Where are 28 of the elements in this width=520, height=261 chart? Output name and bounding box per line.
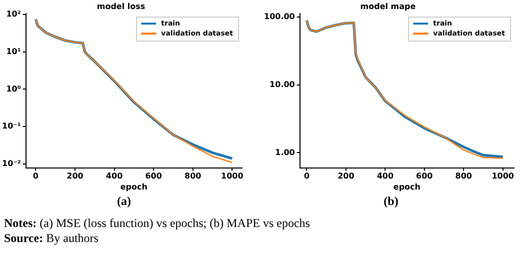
- x-tick-label: 1000: [492, 172, 514, 181]
- x-axis-title: epoch: [393, 182, 421, 192]
- x-tick-label: 1000: [221, 172, 244, 181]
- y-tick-label: 10.00: [270, 80, 296, 89]
- x-tick-label: 0: [32, 172, 39, 181]
- x-tick-label: 600: [145, 172, 162, 181]
- y-tick-label: 1.00: [275, 148, 296, 157]
- chart-title: model mape: [360, 2, 416, 11]
- source-note: Source: By authors: [4, 231, 98, 246]
- y-tick-label: 10²: [6, 9, 22, 18]
- x-tick-label: 400: [106, 172, 124, 181]
- text: (a): [116, 194, 132, 209]
- chart-title: model loss: [96, 2, 146, 11]
- y-tick-label: 100.00: [264, 12, 296, 22]
- x-tick-label: 0: [304, 172, 310, 181]
- x-tick-label: 800: [455, 172, 472, 181]
- text: (b): [382, 194, 400, 209]
- y-tick-label: 10⁻¹: [2, 122, 22, 131]
- x-axis-title: epoch: [120, 182, 148, 192]
- y-tick-label: 10⁰: [6, 84, 22, 94]
- x-tick-label: 400: [376, 172, 394, 181]
- y-tick-label: 10¹: [6, 46, 22, 56]
- x-tick-label: 200: [66, 172, 84, 181]
- y-tick-label: 10⁻²: [2, 159, 22, 168]
- x-tick-label: 600: [416, 172, 434, 181]
- x-tick-label: 800: [184, 172, 202, 181]
- text: Notes: (a) MSE (loss function) vs epochs; (b) MAPE vs epochs: [4, 216, 310, 231]
- x-tick-label: 200: [338, 172, 355, 181]
